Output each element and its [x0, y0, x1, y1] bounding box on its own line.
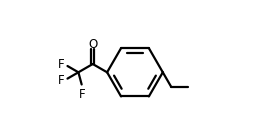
Text: F: F — [79, 88, 86, 101]
Text: F: F — [58, 58, 65, 71]
Text: O: O — [88, 38, 97, 51]
Text: F: F — [58, 74, 65, 87]
